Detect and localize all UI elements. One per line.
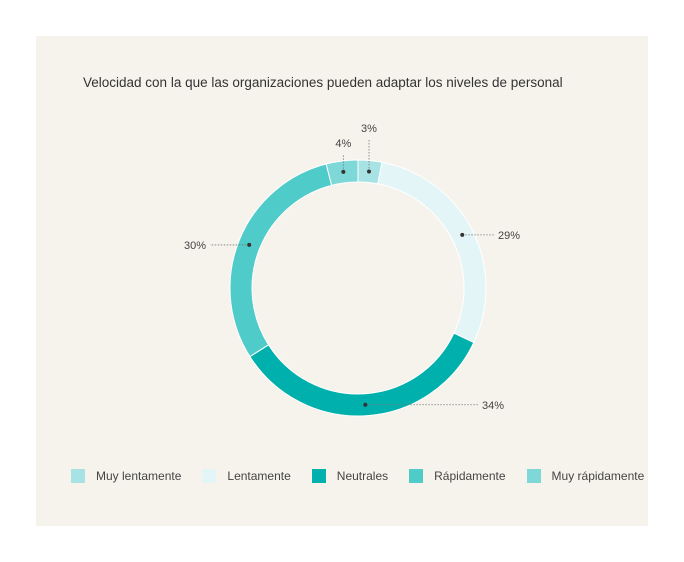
slice-label-3: 30% [184,240,206,252]
legend-item-2: Neutrales [311,469,389,483]
slice-label-2: 34% [482,400,504,412]
legend-swatch-3 [409,469,424,483]
slice-marker-0 [367,169,372,174]
donut-slice-3 [229,163,333,358]
donut-chart: 3% 29% 34% 30% 4% [184,123,520,417]
chart-card: Velocidad con la que las organizaciones … [36,36,648,526]
legend-swatch-0 [71,469,85,483]
legend-swatch-1 [202,469,217,483]
legend-label-2: Neutrales [336,469,389,483]
legend-label-0: Muy lentamente [96,469,182,483]
slice-marker-2 [363,402,368,407]
legend-item-0: Muy lentamente [71,469,181,483]
slice-marker-1 [460,232,465,237]
legend-swatch-4 [526,469,541,483]
legend-label-3: Rápidamente [434,469,506,483]
legend-item-4: Muy rápidamente [526,469,645,483]
legend-label-4: Muy rápidamente [551,469,645,483]
legend-swatch-2 [311,469,326,483]
slice-label-0: 3% [361,123,377,135]
donut-slice-2 [249,332,475,417]
legend-label-1: Lentamente [227,469,291,483]
slice-label-1: 29% [498,230,520,242]
donut-slice-1 [377,161,487,344]
slice-label-4: 4% [335,138,351,150]
slice-marker-3 [247,242,252,247]
legend-item-3: Rápidamente [409,469,506,483]
slice-marker-4 [341,169,346,174]
legend-item-1: Lentamente [202,469,291,483]
chart-legend: Muy lentamente Lentamente Neutrales Rápidam… [71,469,644,483]
chart-title: Velocidad con la que las organizaciones … [83,75,563,90]
